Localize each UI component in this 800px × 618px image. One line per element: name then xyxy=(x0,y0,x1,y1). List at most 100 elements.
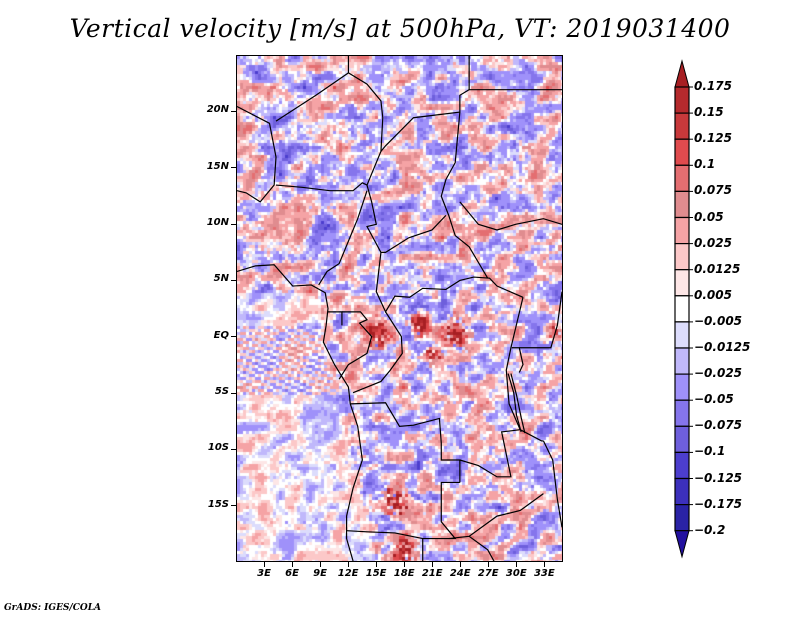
colorbar-box xyxy=(674,164,690,193)
x-tick-label: 27E xyxy=(477,568,499,579)
border-line xyxy=(366,184,447,253)
colorbar-label: −0.125 xyxy=(694,470,743,485)
colorbar-label: −0.175 xyxy=(694,496,743,511)
x-tick xyxy=(263,562,265,567)
colorbar-box xyxy=(674,451,690,480)
y-tick xyxy=(231,392,236,394)
border-line xyxy=(459,429,521,478)
map-plot-area xyxy=(236,55,563,562)
colorbar-label: −0.1 xyxy=(694,444,726,459)
border-line xyxy=(318,190,368,286)
y-tick-label: 5N xyxy=(213,273,229,285)
border-line xyxy=(519,291,562,349)
y-tick-label: 10S xyxy=(207,442,229,454)
colorbar-label: −0.025 xyxy=(694,366,743,381)
x-tick xyxy=(375,562,377,567)
colorbar-label: 0.05 xyxy=(694,209,724,224)
x-tick xyxy=(347,562,349,567)
x-tick xyxy=(431,562,433,567)
border-line xyxy=(511,347,524,373)
colorbar-label: −0.075 xyxy=(694,418,743,433)
colorbar-box xyxy=(674,504,690,532)
y-tick xyxy=(231,336,236,338)
y-tick-label: EQ xyxy=(213,329,229,341)
chart-title: Vertical velocity [m/s] at 500hPa, VT: 2… xyxy=(69,14,731,43)
colorbar-label: 0.125 xyxy=(694,131,732,146)
colorbar-box xyxy=(674,425,690,453)
y-tick xyxy=(231,505,236,507)
border-line xyxy=(468,535,495,561)
border-line xyxy=(375,252,524,314)
country-borders xyxy=(237,56,562,561)
border-line xyxy=(459,201,562,231)
colorbar-box xyxy=(674,190,690,219)
x-tick-label: 9E xyxy=(313,568,327,579)
x-tick-label: 18E xyxy=(393,568,415,579)
x-tick-label: 15E xyxy=(365,568,387,579)
x-tick xyxy=(291,562,293,567)
x-tick xyxy=(403,562,405,567)
x-tick-label: 12E xyxy=(337,568,359,579)
colorbar-label: −0.05 xyxy=(694,392,734,407)
colorbar-box xyxy=(674,347,690,375)
colorbar-label: −0.2 xyxy=(694,522,726,537)
x-tick-label: 30E xyxy=(505,568,527,579)
border-line xyxy=(454,235,489,279)
colorbar-box xyxy=(674,269,690,297)
border-line xyxy=(507,373,522,433)
colorbar-max-extend xyxy=(674,59,690,88)
border-line xyxy=(440,112,461,236)
border-line xyxy=(237,264,363,561)
colorbar-label: 0.175 xyxy=(694,79,732,93)
colorbar-label: 0.005 xyxy=(694,287,732,302)
colorbar-box xyxy=(674,399,690,427)
border-line xyxy=(505,297,524,430)
x-tick-label: 6E xyxy=(285,568,299,579)
border-line xyxy=(338,311,373,380)
colorbar-label: 0.025 xyxy=(694,235,732,250)
border-line xyxy=(350,402,461,483)
border-line xyxy=(519,429,544,442)
border-line xyxy=(510,373,526,434)
y-tick xyxy=(231,279,236,281)
colorbar-label: 0.15 xyxy=(694,105,724,120)
x-tick xyxy=(543,562,545,567)
colorbar-label: 0.075 xyxy=(694,183,732,198)
y-tick xyxy=(231,110,236,112)
x-tick-label: 3E xyxy=(257,568,271,579)
colorbar-box xyxy=(674,216,690,245)
border-line xyxy=(346,481,460,540)
colorbar-box xyxy=(674,295,690,323)
x-tick xyxy=(487,562,489,567)
colorbar-label: 0.1 xyxy=(694,157,716,172)
x-tick-label: 21E xyxy=(421,568,443,579)
colorbar-box xyxy=(674,321,690,349)
colorbar-box xyxy=(674,243,690,271)
y-tick xyxy=(231,448,236,450)
y-tick-label: 20N xyxy=(206,104,229,116)
x-tick xyxy=(459,562,461,567)
y-tick xyxy=(231,167,236,169)
x-tick-label: 24E xyxy=(449,568,471,579)
colorbar-box xyxy=(674,138,690,166)
colorbar-min-extend xyxy=(674,530,690,559)
y-tick xyxy=(231,223,236,225)
grads-credit: GrADS: IGES/COLA xyxy=(4,603,102,613)
border-line xyxy=(542,440,562,528)
colorbar-label: −0.0125 xyxy=(694,340,751,354)
colorbar-label: −0.005 xyxy=(694,313,743,328)
y-tick-label: 15S xyxy=(207,498,229,510)
border-line xyxy=(352,311,403,394)
colorbar-box xyxy=(674,86,690,114)
y-tick-label: 5S xyxy=(214,386,229,397)
x-tick xyxy=(319,562,321,567)
colorbar-box xyxy=(674,373,690,401)
border-line xyxy=(237,105,277,203)
colorbar-label: 0.0125 xyxy=(694,261,741,276)
x-tick-label: 33E xyxy=(533,568,555,579)
y-tick-label: 15N xyxy=(206,160,229,172)
border-line xyxy=(448,493,544,540)
x-tick xyxy=(515,562,517,567)
colorbar-box xyxy=(674,112,690,140)
